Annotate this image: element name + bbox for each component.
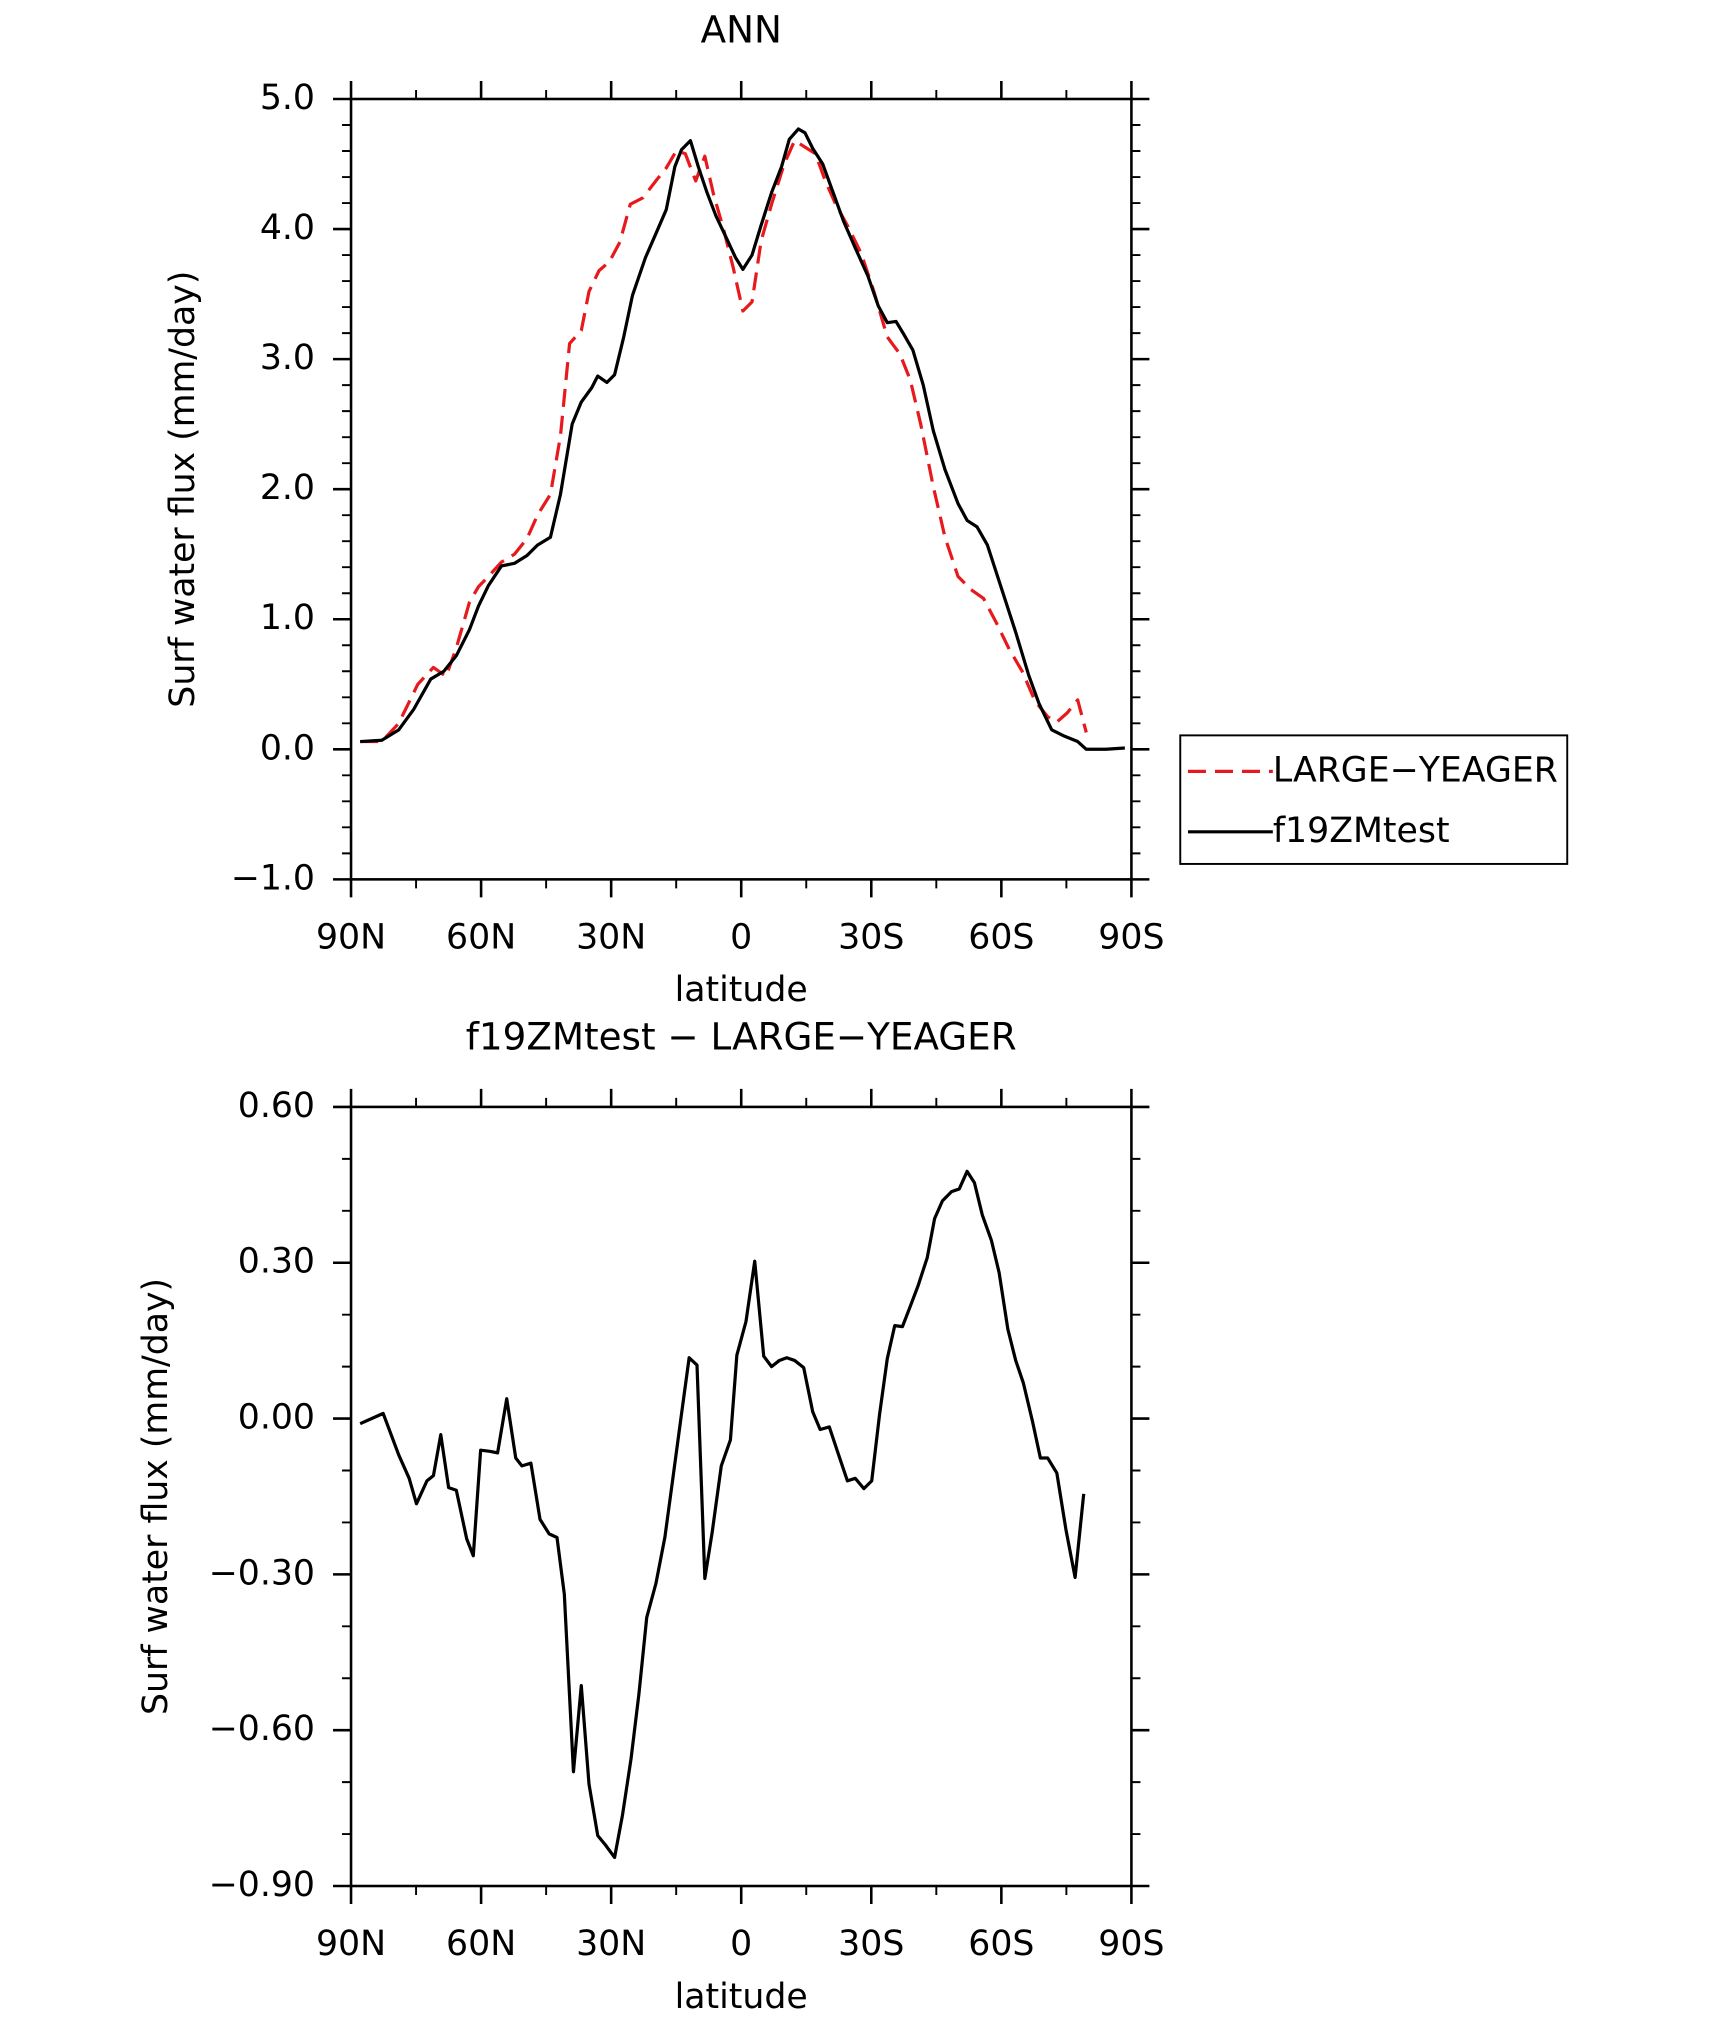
y-tick-label: 1.0 — [260, 598, 315, 638]
y-tick-label: −1.0 — [231, 858, 315, 898]
data-line — [359, 1169, 1086, 1860]
y-tick-label: 0.60 — [238, 1086, 315, 1126]
plot-frame — [349, 1105, 1133, 1888]
x-tick-label: 60S — [968, 918, 1034, 958]
x-tick-label: 0 — [730, 918, 752, 958]
x-tick-label: 30S — [838, 918, 904, 958]
data-line — [360, 127, 1125, 751]
plot-frame — [349, 97, 1133, 881]
x-tick-label: 60S — [968, 1924, 1034, 1964]
legend-label: f19ZMtest — [1273, 811, 1450, 851]
x-tick-label: 30N — [576, 1924, 646, 1964]
y-tick-label: −0.90 — [209, 1865, 315, 1905]
chart-title: ANN — [701, 8, 782, 52]
y-tick-label: 4.0 — [260, 208, 315, 248]
y-tick-label: 2.0 — [260, 468, 315, 508]
data-line — [360, 139, 1088, 744]
plot: f19ZMtest − LARGE−YEAGER latitude Surf wat… — [136, 1014, 1165, 2017]
y-tick-label: 0.30 — [238, 1242, 315, 1282]
x-tick-label: 60N — [446, 1924, 516, 1964]
x-tick-label: 90S — [1098, 918, 1164, 958]
x-tick-label: 0 — [730, 1924, 752, 1964]
x-tick-label: 90N — [316, 918, 386, 958]
y-tick-label: −0.30 — [209, 1553, 315, 1593]
x-tick-label: 30S — [838, 1924, 904, 1964]
x-tick-label: 60N — [446, 918, 516, 958]
y-axis-label: Surf water flux (mm/day) — [163, 271, 203, 708]
x-tick-label: 30N — [576, 918, 646, 958]
y-tick-label: 3.0 — [260, 338, 315, 378]
x-axis-label: latitude — [675, 970, 808, 1010]
legend-label: LARGE−YEAGER — [1273, 750, 1558, 790]
y-tick-label: −0.60 — [209, 1709, 315, 1749]
x-tick-label: 90S — [1098, 1924, 1164, 1964]
y-axis-label: Surf water flux (mm/day) — [136, 1278, 176, 1715]
y-tick-label: 0.00 — [238, 1398, 315, 1438]
y-tick-label: 0.0 — [260, 728, 315, 768]
x-tick-label: 90N — [316, 1924, 386, 1964]
plot: ANN latitude Surf water flux (mm/day) 5.0 4.… — [163, 8, 1569, 1010]
x-axis-label: latitude — [675, 1977, 808, 2017]
chart-title: f19ZMtest − LARGE−YEAGER — [466, 1014, 1017, 1058]
y-tick-label: 5.0 — [260, 78, 315, 118]
legend-box — [1179, 734, 1569, 865]
